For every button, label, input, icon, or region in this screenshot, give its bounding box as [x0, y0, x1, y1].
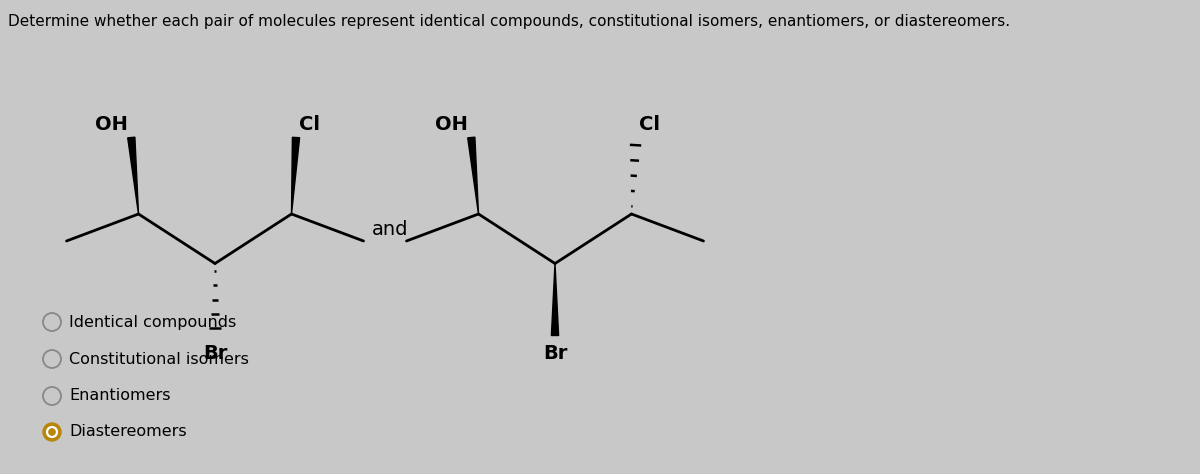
Text: and: and — [372, 219, 408, 238]
Text: OH: OH — [96, 115, 128, 134]
Polygon shape — [468, 137, 479, 214]
Polygon shape — [552, 264, 558, 336]
Text: Cl: Cl — [299, 115, 320, 134]
Text: Br: Br — [203, 344, 227, 363]
Text: OH: OH — [436, 115, 468, 134]
Circle shape — [47, 427, 58, 438]
Text: Cl: Cl — [640, 115, 660, 134]
Text: Determine whether each pair of molecules represent identical compounds, constitu: Determine whether each pair of molecules… — [8, 14, 1010, 29]
Polygon shape — [127, 137, 138, 214]
Circle shape — [49, 429, 55, 435]
Text: Constitutional isomers: Constitutional isomers — [70, 352, 248, 366]
Polygon shape — [292, 137, 300, 214]
Text: Identical compounds: Identical compounds — [70, 315, 236, 329]
Text: Diastereomers: Diastereomers — [70, 425, 187, 439]
Text: Enantiomers: Enantiomers — [70, 389, 170, 403]
Circle shape — [43, 423, 61, 441]
Text: Br: Br — [542, 344, 568, 363]
